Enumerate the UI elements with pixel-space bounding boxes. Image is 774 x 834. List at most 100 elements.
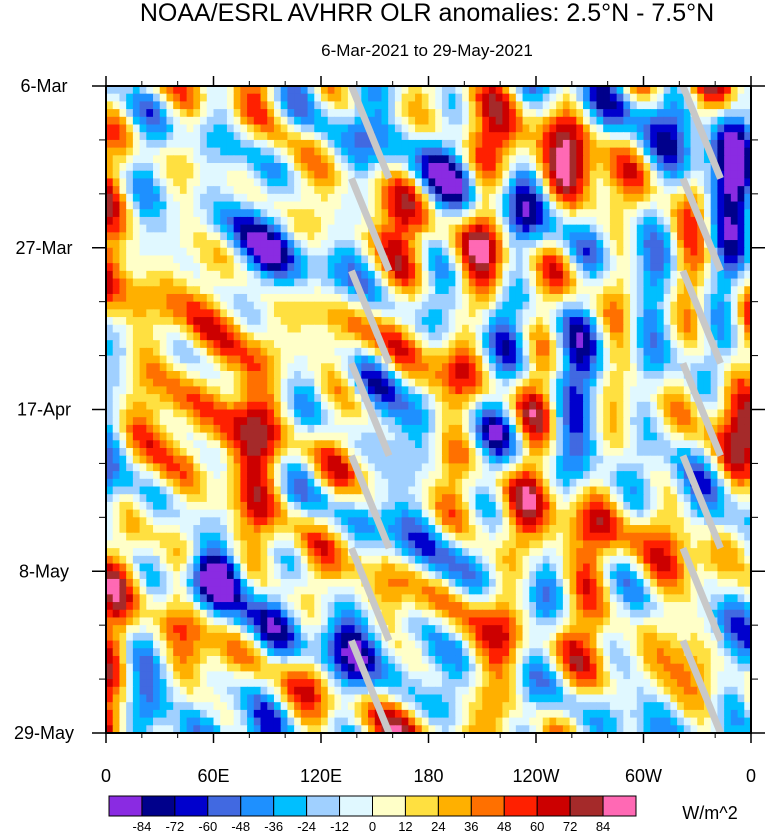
anomaly-cell — [562, 286, 571, 295]
anomaly-cell — [226, 101, 235, 110]
anomaly-cell — [495, 86, 504, 95]
anomaly-cell — [273, 424, 282, 434]
anomaly-cell — [623, 139, 631, 149]
anomaly-cell — [233, 386, 241, 395]
anomaly-cell — [126, 163, 134, 172]
anomaly-cell — [603, 286, 611, 295]
anomaly-cell — [153, 386, 161, 395]
anomaly-cell — [314, 139, 322, 149]
anomaly-cell — [401, 409, 409, 418]
anomaly-cell — [139, 432, 147, 441]
anomaly-cell — [455, 386, 463, 395]
anomaly-cell — [415, 201, 423, 210]
anomaly-cell — [146, 109, 154, 118]
anomaly-cell — [300, 317, 309, 326]
anomaly-cell — [139, 309, 147, 318]
anomaly-cell — [630, 193, 638, 203]
anomaly-cell — [139, 216, 147, 226]
anomaly-cell — [663, 324, 671, 334]
anomaly-cell — [636, 463, 645, 472]
anomaly-cell — [724, 209, 732, 218]
anomaly-cell — [589, 424, 598, 434]
anomaly-cell — [703, 109, 712, 118]
anomaly-cell — [294, 263, 302, 272]
anomaly-cell — [200, 240, 208, 249]
anomaly-cell — [589, 101, 598, 110]
anomaly-cell — [186, 86, 194, 95]
anomaly-cell — [448, 340, 456, 349]
anomaly-cell — [374, 224, 383, 233]
anomaly-cell — [314, 309, 322, 318]
anomaly-cell — [683, 155, 692, 164]
anomaly-cell — [468, 147, 477, 156]
anomaly-cell — [314, 101, 322, 110]
anomaly-cell — [193, 317, 201, 326]
anomaly-cell — [529, 286, 537, 295]
anomaly-cell — [300, 332, 309, 341]
anomaly-cell — [515, 394, 524, 403]
anomaly-cell — [710, 270, 719, 280]
anomaly-cell — [287, 278, 295, 287]
anomaly-cell — [226, 324, 235, 334]
anomaly-cell — [327, 216, 336, 226]
anomaly-cell — [583, 347, 591, 357]
anomaly-cell — [730, 116, 739, 126]
anomaly-cell — [596, 186, 604, 195]
anomaly-cell — [146, 332, 154, 341]
anomaly-cell — [576, 209, 584, 218]
anomaly-cell — [589, 247, 598, 257]
anomaly-cell — [744, 86, 751, 95]
anomaly-cell — [361, 170, 369, 180]
anomaly-cell — [656, 355, 665, 364]
anomaly-cell — [488, 216, 497, 226]
anomaly-cell — [710, 193, 719, 203]
anomaly-cell — [441, 93, 450, 102]
anomaly-cell — [327, 124, 336, 133]
anomaly-cell — [663, 309, 671, 318]
anomaly-cell — [475, 471, 483, 480]
anomaly-cell — [280, 116, 289, 126]
anomaly-cell — [368, 147, 376, 156]
anomaly-cell — [609, 86, 618, 95]
anomaly-cell — [240, 109, 248, 118]
anomaly-cell — [300, 347, 309, 357]
anomaly-cell — [549, 163, 557, 172]
anomaly-cell — [482, 170, 490, 180]
anomaly-cell — [488, 340, 497, 349]
anomaly-cell — [307, 155, 315, 164]
anomaly-cell — [643, 309, 651, 318]
anomaly-cell — [260, 347, 268, 357]
anomaly-cell — [650, 317, 658, 326]
anomaly-cell — [549, 340, 557, 349]
anomaly-cell — [556, 201, 564, 210]
anomaly-cell — [562, 394, 571, 403]
anomaly-cell — [166, 247, 174, 257]
anomaly-cell — [468, 432, 477, 441]
anomaly-cell — [737, 178, 745, 187]
anomaly-cell — [280, 424, 289, 434]
anomaly-cell — [724, 232, 732, 241]
anomaly-cell — [146, 455, 154, 465]
anomaly-cell — [697, 255, 705, 264]
anomaly-cell — [415, 255, 423, 264]
anomaly-cell — [394, 132, 403, 141]
anomaly-cell — [730, 216, 739, 226]
anomaly-cell — [119, 394, 127, 403]
anomaly-cell — [663, 232, 671, 241]
anomaly-cell — [193, 255, 201, 264]
anomaly-cell — [374, 255, 383, 264]
anomaly-cell — [542, 370, 551, 380]
anomaly-cell — [663, 124, 671, 133]
anomaly-cell — [529, 370, 537, 380]
anomaly-cell — [132, 440, 141, 449]
anomaly-cell — [233, 309, 241, 318]
anomaly-cell — [636, 324, 645, 334]
anomaly-cell — [112, 240, 121, 249]
anomaly-cell — [576, 440, 584, 449]
anomaly-cell — [448, 255, 456, 264]
anomaly-cell — [462, 378, 470, 387]
anomaly-cell — [327, 440, 336, 449]
anomaly-cell — [502, 132, 510, 141]
anomaly-cell — [200, 347, 208, 357]
anomaly-cell — [361, 317, 369, 326]
